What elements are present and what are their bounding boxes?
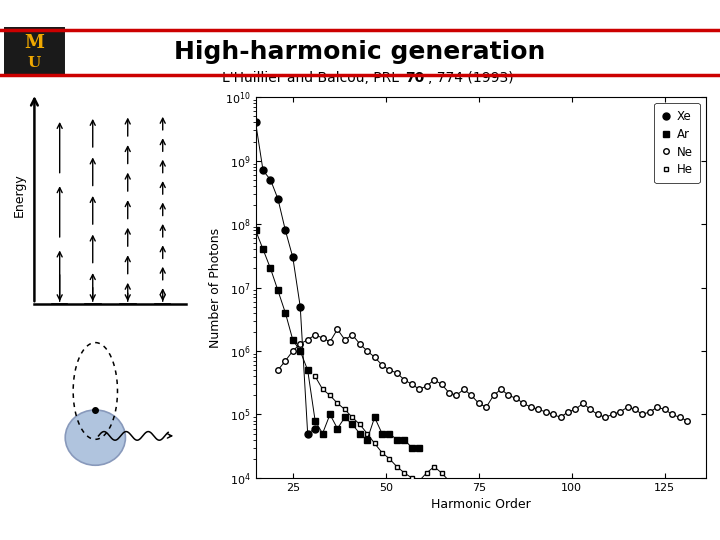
Text: High-harmonic generation: High-harmonic generation <box>174 40 546 64</box>
Text: Energy: Energy <box>12 173 25 217</box>
FancyBboxPatch shape <box>4 26 65 78</box>
Text: 70: 70 <box>405 71 424 85</box>
X-axis label: Harmonic Order: Harmonic Order <box>431 498 531 511</box>
Legend: Xe, Ar, Ne, He: Xe, Ar, Ne, He <box>654 103 700 184</box>
Ellipse shape <box>66 410 125 465</box>
Text: L'Huillier and Balcou, PRL: L'Huillier and Balcou, PRL <box>222 71 403 85</box>
Text: , 774 (1993): , 774 (1993) <box>428 71 514 85</box>
Text: U: U <box>27 56 41 70</box>
Text: M: M <box>24 34 44 52</box>
Y-axis label: Number of Photons: Number of Photons <box>210 227 222 348</box>
